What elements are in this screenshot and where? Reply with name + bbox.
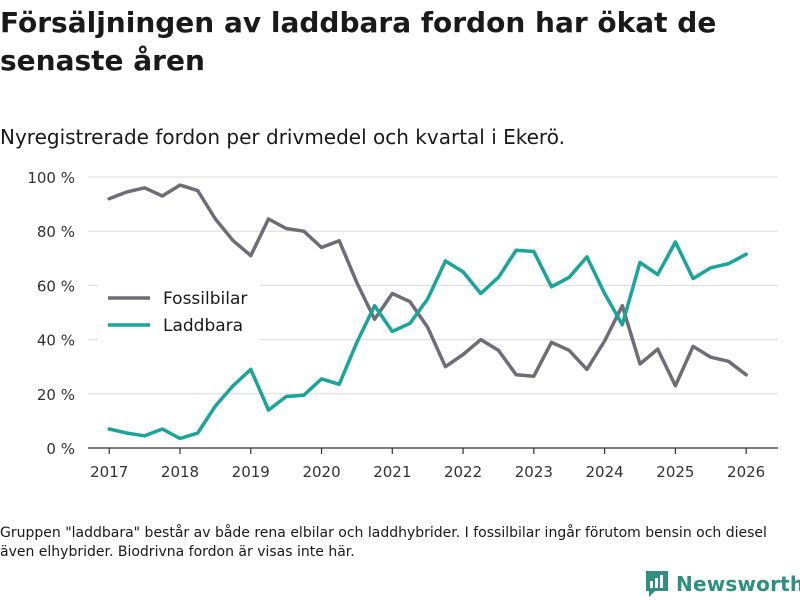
footnote: Gruppen "laddbara" består av både rena e… (0, 525, 767, 560)
legend-label: Fossilbilar (163, 289, 247, 309)
x-tick-label: 2023 (515, 463, 553, 481)
legend-background (98, 280, 260, 346)
chart-title: Försäljningen av laddbara fordon har öka… (0, 6, 717, 77)
chart-subtitle: Nyregistrerade fordon per drivmedel och … (0, 125, 565, 149)
y-tick-label: 100 % (27, 169, 75, 187)
x-tick-label: 2022 (444, 463, 482, 481)
y-tick-label: 0 % (46, 440, 75, 458)
series-line-laddbara (107, 240, 748, 441)
brand-name: Newsworthy (676, 572, 800, 596)
y-tick-label: 20 % (37, 386, 75, 404)
legend: Fossilbilar Laddbara (98, 280, 260, 346)
y-tick-label: 40 % (37, 332, 75, 350)
series-line-fossilbilar (107, 183, 748, 388)
x-tick-label: 2024 (586, 463, 624, 481)
y-tick-label: 80 % (37, 223, 75, 241)
x-tick-label: 2026 (727, 463, 765, 481)
x-tick-label: 2017 (90, 463, 128, 481)
x-tick-label: 2025 (656, 463, 694, 481)
x-tick-label: 2018 (161, 463, 199, 481)
y-tick-label: 60 % (37, 277, 75, 295)
x-tick-label: 2021 (373, 463, 411, 481)
x-tick-label: 2019 (232, 463, 270, 481)
newsworthy-logo-icon (646, 571, 668, 597)
brand-logo[interactable]: Newsworthy (644, 568, 800, 600)
x-tick-label: 2020 (302, 463, 340, 481)
legend-label: Laddbara (163, 316, 243, 336)
